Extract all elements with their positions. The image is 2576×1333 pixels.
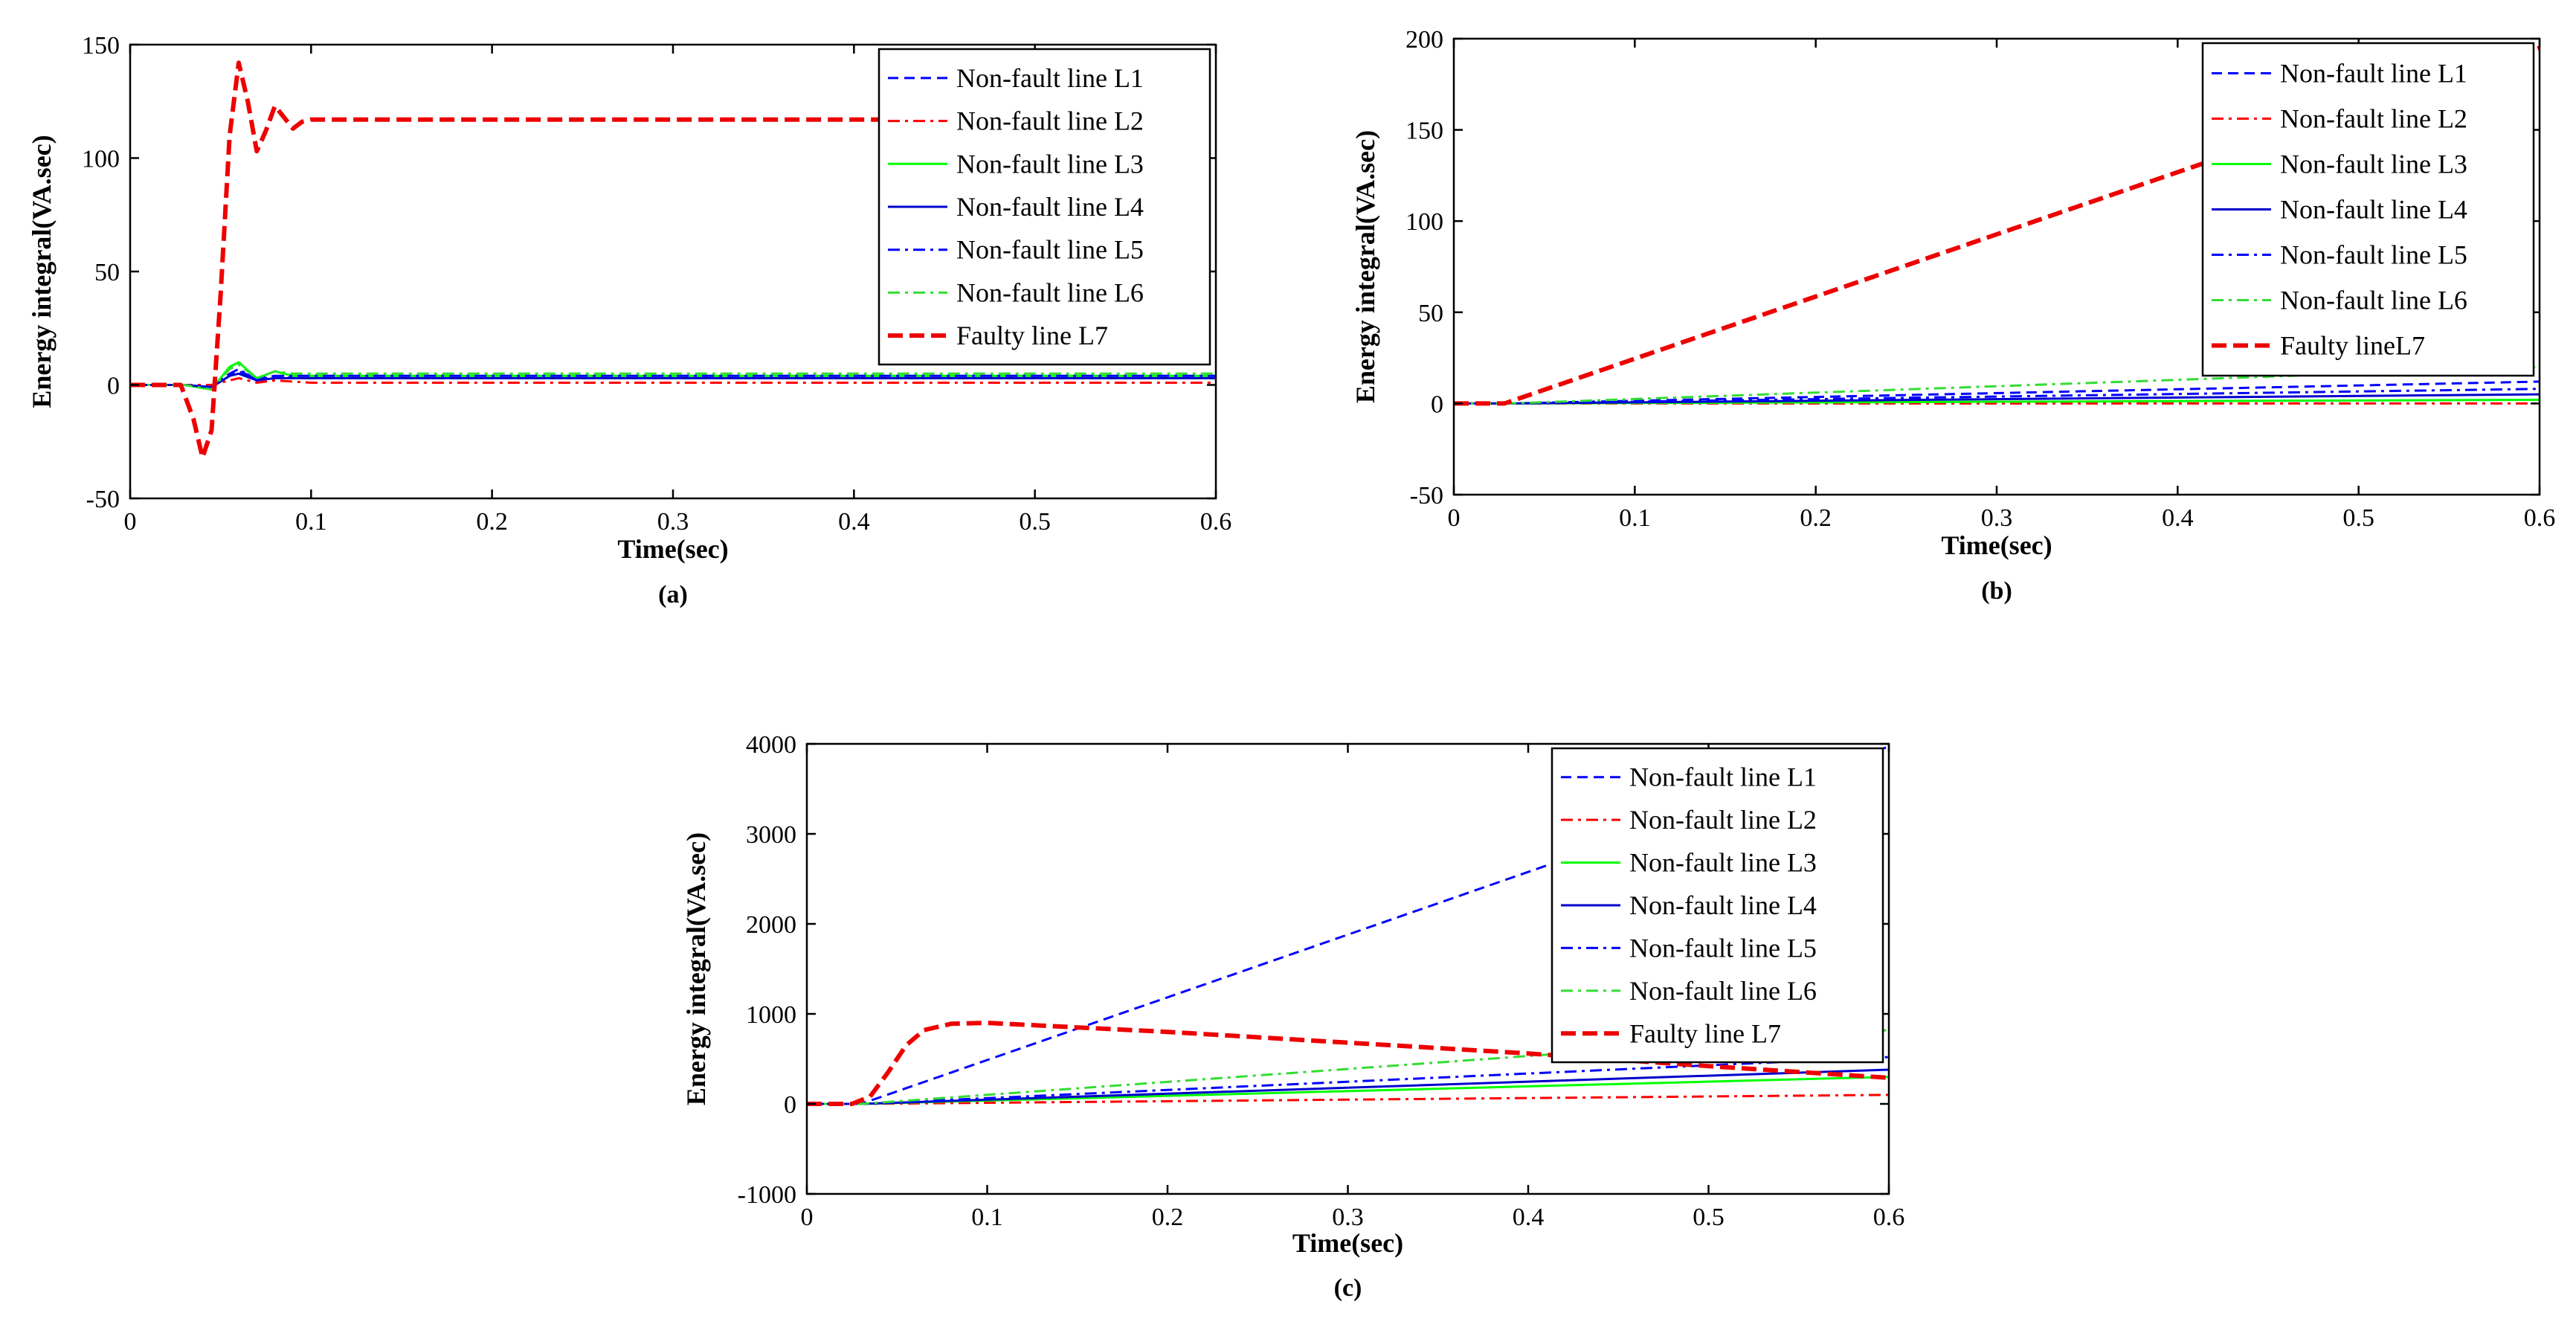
x-tick-label: 0.5 [1693, 1204, 1725, 1231]
legend-entry: Non-fault line L4 [1629, 890, 1817, 920]
legend: Non-fault line L1 Non-fault line L2 Non-fa… [2201, 42, 2535, 377]
series-line-7 [1454, 45, 2540, 406]
series-line-7 [130, 60, 1216, 460]
legend-entry: Non-fault line L2 [956, 106, 1144, 136]
legend-entry: Non-fault line L2 [2280, 104, 2467, 134]
x-tick-label: 0.3 [1332, 1204, 1364, 1231]
y-tick-label: 150 [82, 32, 120, 60]
y-tick-label: -50 [86, 486, 120, 513]
x-tick-label: 0.2 [1152, 1204, 1184, 1231]
x-tick-label: 0.1 [971, 1204, 1003, 1231]
y-tick-label: 0 [107, 373, 120, 400]
y-tick-label: 100 [82, 146, 120, 173]
series-line-4 [130, 372, 1216, 388]
y-tick-label: 2000 [746, 911, 796, 939]
series-group [130, 60, 1216, 460]
legend-entry: Non-fault line L1 [2280, 59, 2467, 89]
chart-panel-2: 0 0.1 0.2 0.3 0.4 0.5 0.6-10000100020003000400… [681, 731, 1904, 1302]
x-tick-label: 0.5 [1019, 508, 1051, 536]
x-axis-title: Time(sec) [617, 534, 728, 564]
legend-entry: Non-fault line L6 [956, 277, 1144, 307]
series-group [1454, 45, 2540, 406]
x-tick-label: 0.3 [657, 508, 689, 536]
legend: Non-fault line L1 Non-fault line L2 Non-fa… [1551, 747, 1884, 1064]
x-tick-label: 0.6 [1873, 1204, 1905, 1231]
x-tick-label: 0 [801, 1204, 814, 1231]
x-tick-label: 0.6 [1200, 508, 1232, 536]
x-tick-label: 0.1 [295, 508, 327, 536]
x-tick-label: 0.6 [2524, 504, 2556, 532]
x-tick-label: 0.4 [2162, 504, 2194, 532]
legend-entry: Non-fault line L2 [1629, 805, 1817, 835]
y-tick-label: 50 [1418, 300, 1443, 327]
x-tick-label: 0.5 [2342, 504, 2374, 532]
y-tick-label: 4000 [746, 731, 796, 759]
y-axis-title: Energy integral(VA.sec) [1350, 130, 1380, 403]
legend: Non-fault line L1 Non-fault line L2 Non-fa… [878, 48, 1211, 366]
x-tick-label: 0.2 [476, 508, 508, 536]
legend-entry: Non-fault line L3 [956, 149, 1144, 179]
y-tick-label: 3000 [746, 821, 796, 849]
legend-entry: Non-fault line L4 [956, 192, 1144, 222]
chart-panel-1: 0 0.1 0.2 0.3 0.4 0.5 0.6-50050100150200Time(s… [1350, 26, 2555, 605]
legend-entry: Non-fault line L5 [1629, 933, 1817, 963]
x-axis-title: Time(sec) [1292, 1228, 1403, 1258]
y-axis-title: Energy integral(VA.sec) [681, 832, 711, 1105]
x-tick-label: 0 [1448, 504, 1461, 532]
series-group [807, 745, 1889, 1106]
series-line-6 [130, 363, 1216, 391]
legend-entry: Non-fault line L4 [2280, 195, 2467, 225]
y-tick-label: 150 [1405, 118, 1443, 145]
x-tick-label: 0.4 [1513, 1204, 1545, 1231]
legend-entry: Non-fault line L5 [956, 235, 1144, 265]
y-tick-label: 0 [784, 1091, 796, 1119]
panel-label: (a) [658, 581, 688, 608]
chart-panel-0: 0 0.1 0.2 0.3 0.4 0.5 0.6-50050100150Time(sec)… [27, 32, 1231, 608]
y-tick-label: -50 [1410, 482, 1443, 510]
y-tick-label: 50 [94, 259, 120, 286]
y-tick-label: -1000 [738, 1181, 796, 1209]
series-line-3 [130, 361, 1216, 391]
legend-entry: Faulty lineL7 [2280, 331, 2425, 361]
y-tick-label: 0 [1431, 391, 1443, 418]
legend-entry: Non-fault line L1 [956, 63, 1144, 93]
y-tick-label: 100 [1405, 208, 1443, 236]
legend-entry: Non-fault line L3 [1629, 848, 1817, 878]
series-line-5 [130, 367, 1216, 388]
x-tick-label: 0.1 [1619, 504, 1651, 532]
y-tick-label: 1000 [746, 1001, 796, 1029]
legend-entry: Faulty line L7 [1629, 1018, 1781, 1048]
x-tick-label: 0 [124, 508, 137, 536]
series-line-2 [130, 376, 1216, 386]
legend-entry: Faulty line L7 [956, 321, 1108, 350]
y-tick-label: 200 [1405, 26, 1443, 54]
panel-label: (c) [1334, 1274, 1362, 1302]
legend-entry: Non-fault line L5 [2280, 240, 2467, 270]
panel-label: (b) [1981, 577, 2012, 605]
x-tick-label: 0.3 [1981, 504, 2013, 532]
legend-entry: Non-fault line L3 [2280, 150, 2467, 179]
series-line-6 [807, 1029, 1889, 1105]
legend-entry: Non-fault line L6 [1629, 976, 1817, 1006]
x-axis-title: Time(sec) [1941, 530, 2052, 560]
legend-entry: Non-fault line L6 [2280, 286, 2467, 315]
series-line-7 [807, 1021, 1889, 1106]
legend-entry: Non-fault line L1 [1629, 762, 1817, 792]
x-tick-label: 0.2 [1800, 504, 1832, 532]
y-axis-title: Energy integral(VA.sec) [27, 135, 57, 408]
x-tick-label: 0.4 [838, 508, 870, 536]
